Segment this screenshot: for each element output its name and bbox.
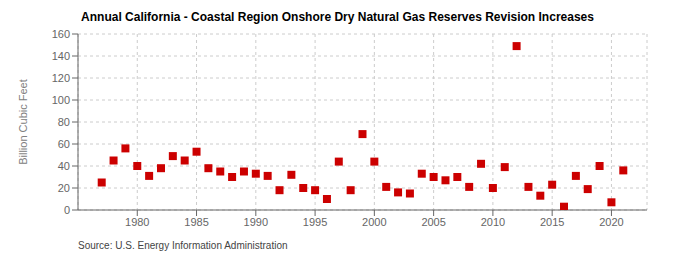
- svg-text:1990: 1990: [244, 216, 268, 228]
- html-text:Source: U.S. Energy Informatio: Source: U.S. Energy Information Administ…: [78, 240, 288, 251]
- svg-text:20: 20: [58, 182, 70, 194]
- svg-text:2015: 2015: [540, 216, 564, 228]
- svg-text:2020: 2020: [599, 216, 623, 228]
- svg-text:120: 120: [52, 72, 70, 84]
- svg-text:Billion Cubic Feet: Billion Cubic Feet: [17, 79, 29, 165]
- svg-text:0: 0: [64, 204, 70, 216]
- svg-text:160: 160: [52, 28, 70, 40]
- svg-text:2005: 2005: [421, 216, 445, 228]
- html-text:Annual California - Coastal Re: Annual California - Coastal Region Onsho…: [81, 10, 594, 24]
- svg-text:140: 140: [52, 50, 70, 62]
- svg-text:2010: 2010: [481, 216, 505, 228]
- svg-text:1980: 1980: [125, 216, 149, 228]
- svg-text:60: 60: [58, 138, 70, 150]
- svg-text:80: 80: [58, 116, 70, 128]
- svg-text:1995: 1995: [303, 216, 327, 228]
- svg-text:1985: 1985: [184, 216, 208, 228]
- svg-text:40: 40: [58, 160, 70, 172]
- svg-text:100: 100: [52, 94, 70, 106]
- svg-text:2000: 2000: [362, 216, 386, 228]
